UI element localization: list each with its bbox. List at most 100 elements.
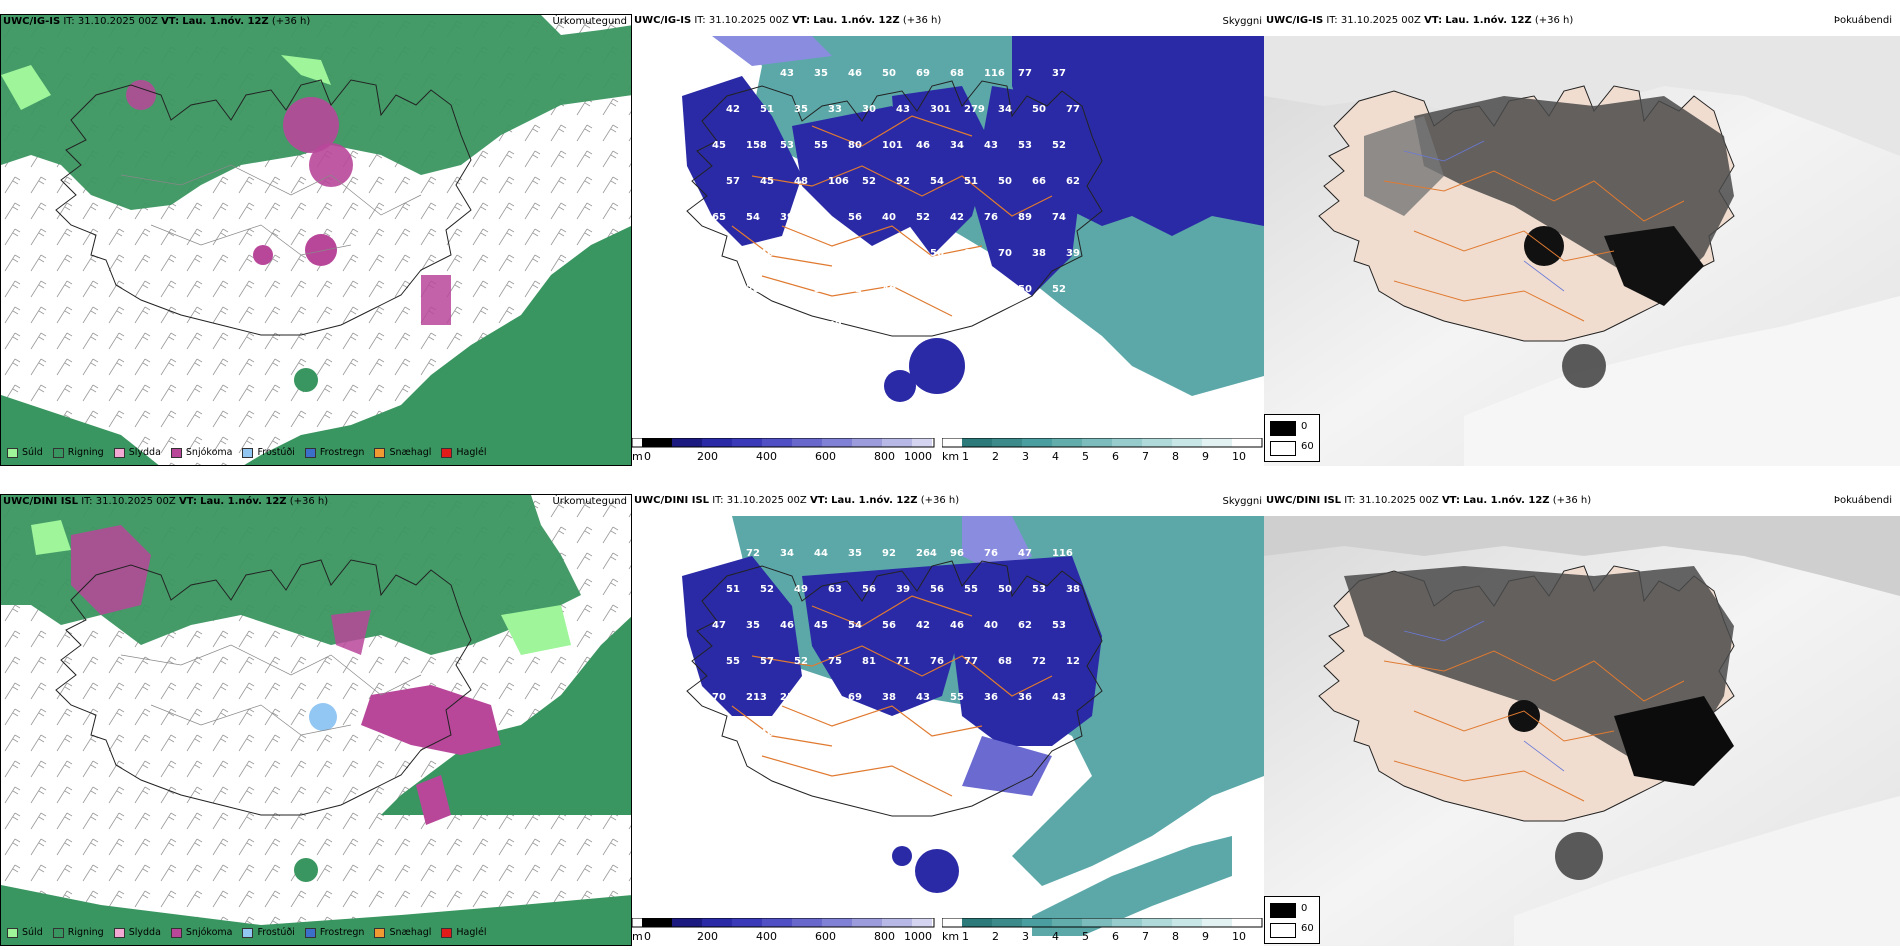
scale-tick: 10	[1232, 450, 1246, 463]
visibility-value-label: 76	[930, 656, 944, 667]
legend-swatch	[170, 927, 182, 938]
visibility-value-label: 178	[814, 692, 835, 703]
visibility-value-label: 39	[780, 212, 794, 223]
visibility-value-label: 57	[760, 656, 774, 667]
visibility-value-label: 71	[896, 656, 910, 667]
visibility-value-label: 264	[916, 548, 937, 559]
fog-swatch-high	[1270, 421, 1296, 436]
scale-tick: 1000	[904, 450, 932, 463]
visibility-value-label: 35	[848, 548, 862, 559]
precip-header-1: UWC/IG-IS IT: 31.10.2025 00Z VT: Lau. 1.…	[3, 16, 311, 27]
visibility-value-label: 60	[712, 284, 726, 295]
legend-item: Slydda	[113, 927, 161, 938]
visibility-value-label: 54	[848, 620, 862, 631]
visibility-value-label: 213	[746, 692, 767, 703]
legend-label: Snæhagl	[389, 447, 432, 458]
visibility-value-label: 72	[1032, 656, 1046, 667]
visibility-value-label: 76	[984, 212, 998, 223]
scale-tick: 400	[756, 450, 777, 463]
visibility-value-label: 116	[1052, 548, 1073, 559]
fog-swatch-low	[1270, 923, 1296, 938]
visibility-value-label: 44	[814, 548, 828, 559]
fog-map-2	[1264, 516, 1900, 946]
scale-tick: 800	[874, 930, 895, 943]
visibility-value-label: 51	[760, 104, 774, 115]
legend-swatch	[441, 447, 453, 458]
visibility-value-label: 92	[882, 548, 896, 559]
legend-item: Frostúði	[242, 927, 295, 938]
fog-panel-1: UWC/IG-IS IT: 31.10.2025 00Z VT: Lau. 1.…	[1264, 14, 1900, 466]
scale-tick: 600	[815, 930, 836, 943]
visibility-value-label: 42	[950, 212, 964, 223]
visibility-value-label: 43	[780, 68, 794, 79]
visibility-value-label: 38	[1032, 248, 1046, 259]
precip-panel-1: UWC/IG-IS IT: 31.10.2025 00Z VT: Lau. 1.…	[0, 14, 632, 466]
visibility-value-label: 35	[794, 104, 808, 115]
legend-swatch	[242, 927, 254, 938]
visibility-value-label: 53	[746, 68, 760, 79]
visibility-value-label: 57	[726, 176, 740, 187]
visibility-value-label: 301	[930, 104, 951, 115]
scale-tick: 1	[962, 930, 969, 943]
legend-label: Slydda	[128, 927, 161, 938]
fog-swatch-high	[1270, 903, 1296, 918]
visibility-value-label: 68	[950, 68, 964, 79]
legend-label: Slydda	[128, 447, 161, 458]
visibility-value-label: 38	[882, 692, 896, 703]
visibility-value-label: 20	[746, 284, 760, 295]
visibility-value-label: 35	[814, 68, 828, 79]
fog-title-2: Þokuábendi	[1833, 495, 1892, 506]
visibility-value-label: 106	[828, 248, 849, 259]
precip-title-1: Úrkomutegund	[552, 16, 627, 27]
visibility-value-label: 116	[984, 68, 1005, 79]
visibility-value-label: 46	[950, 620, 964, 631]
visibility-value-label: 279	[964, 104, 985, 115]
visibility-value-label: 71	[726, 248, 740, 259]
visibility-panel-1: 60 53 43 35 46 50 69 68 116 77 37 42 51 35 33 30 43 301 27…	[632, 14, 1264, 466]
visibility-value-label: 68	[998, 656, 1012, 667]
visibility-value-label: 80	[848, 140, 862, 151]
legend-swatch	[170, 447, 182, 458]
visibility-value-label: 26	[760, 320, 774, 331]
scale-tick: 7	[1142, 930, 1149, 943]
visibility-title-1: Skyggni	[1222, 16, 1262, 27]
visibility-value-label: 68	[780, 284, 794, 295]
visibility-value-label: 55	[950, 692, 964, 703]
legend-swatch	[7, 447, 18, 458]
visibility-value-label: 42	[794, 248, 808, 259]
visibility-value-label: 44	[726, 320, 740, 331]
scale-bar	[632, 917, 935, 928]
legend-item: Haglél	[441, 927, 487, 938]
scale-tick: 2	[992, 450, 999, 463]
visibility-value-label: 43	[1052, 692, 1066, 703]
visibility-value-label: 35	[746, 620, 760, 631]
visibility-value-label: 56	[882, 620, 896, 631]
visibility-value-label: 39	[862, 320, 876, 331]
legend-swatch	[374, 447, 386, 458]
visibility-value-label: 52	[862, 176, 876, 187]
legend-swatch	[113, 447, 125, 458]
visibility-value-label: 56	[930, 248, 944, 259]
fog-map-1	[1264, 36, 1900, 466]
scale-tick: 3	[1022, 930, 1029, 943]
visibility-value-label: 101	[862, 248, 883, 259]
scale-tick: 5	[1082, 450, 1089, 463]
visibility-value-label: 50	[882, 68, 896, 79]
scale-tick: 10	[1232, 930, 1246, 943]
visibility-value-label: 45	[712, 140, 726, 151]
scale-tick: 1000	[904, 930, 932, 943]
visibility-value-label: 51	[964, 176, 978, 187]
visibility-value-label: 54	[746, 212, 760, 223]
visibility-value-label: 48	[794, 176, 808, 187]
scale-bar	[941, 437, 1263, 448]
scale-tick: 8	[1172, 930, 1179, 943]
visibility-value-label: 56	[848, 212, 862, 223]
legend-label: Snjókoma	[185, 447, 233, 458]
scale-unit: km	[942, 930, 960, 943]
visibility-value-label: 64	[896, 248, 910, 259]
legend-item: Snæhagl	[374, 447, 431, 458]
visibility-value-label: 47	[1018, 548, 1032, 559]
visibility-value-label: 62	[1018, 620, 1032, 631]
scale-tick: 7	[1142, 450, 1149, 463]
legend-label: Frostregn	[319, 927, 365, 938]
